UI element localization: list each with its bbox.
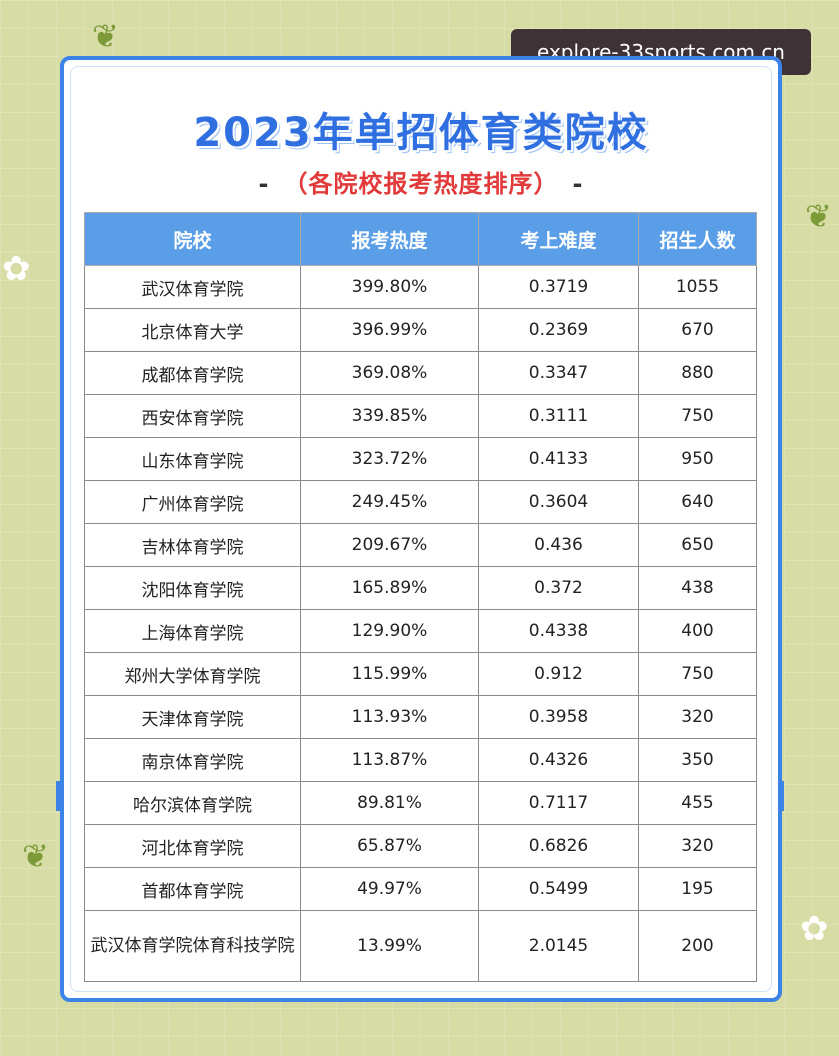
cell-difficulty: 0.6826 bbox=[478, 824, 639, 868]
cell-popularity: 323.72% bbox=[300, 437, 479, 481]
cell-enrollment: 200 bbox=[638, 910, 757, 982]
cell-enrollment: 195 bbox=[638, 867, 757, 911]
cell-school: 首都体育学院 bbox=[84, 867, 301, 911]
cell-difficulty: 0.4133 bbox=[478, 437, 639, 481]
content-card: 2023年单招体育类院校 - （各院校报考热度排序） - 院校 报考热度 考上难度 … bbox=[60, 56, 782, 1002]
cell-school: 西安体育学院 bbox=[84, 394, 301, 438]
cell-enrollment: 350 bbox=[638, 738, 757, 782]
table-row: 上海体育学院 129.90% 0.4338 400 bbox=[84, 609, 757, 653]
cell-popularity: 13.99% bbox=[300, 910, 479, 982]
cell-school: 北京体育大学 bbox=[84, 308, 301, 352]
cell-school: 上海体育学院 bbox=[84, 609, 301, 653]
table-row: 成都体育学院 369.08% 0.3347 880 bbox=[84, 351, 757, 395]
cell-difficulty: 2.0145 bbox=[478, 910, 639, 982]
cell-difficulty: 0.372 bbox=[478, 566, 639, 610]
cell-enrollment: 455 bbox=[638, 781, 757, 825]
header-popularity: 报考热度 bbox=[300, 212, 479, 266]
header-enrollment: 招生人数 bbox=[638, 212, 757, 266]
header-difficulty: 考上难度 bbox=[478, 212, 639, 266]
cell-difficulty: 0.436 bbox=[478, 523, 639, 567]
cell-school: 郑州大学体育学院 bbox=[84, 652, 301, 696]
flower-icon: ✿ bbox=[800, 909, 829, 949]
page-subtitle: - （各院校报考热度排序） - bbox=[64, 164, 778, 199]
cell-school: 山东体育学院 bbox=[84, 437, 301, 481]
cell-school: 河北体育学院 bbox=[84, 824, 301, 868]
table-row: 首都体育学院 49.97% 0.5499 195 bbox=[84, 867, 757, 911]
cell-school: 哈尔滨体育学院 bbox=[84, 781, 301, 825]
table-row: 郑州大学体育学院 115.99% 0.912 750 bbox=[84, 652, 757, 696]
cell-enrollment: 438 bbox=[638, 566, 757, 610]
cell-popularity: 249.45% bbox=[300, 480, 479, 524]
cell-school: 吉林体育学院 bbox=[84, 523, 301, 567]
table-row: 西安体育学院 339.85% 0.3111 750 bbox=[84, 394, 757, 438]
cell-school: 武汉体育学院体育科技学院 bbox=[84, 910, 301, 982]
cell-school: 南京体育学院 bbox=[84, 738, 301, 782]
cell-difficulty: 0.3719 bbox=[478, 265, 639, 309]
cell-popularity: 113.93% bbox=[300, 695, 479, 739]
cell-enrollment: 640 bbox=[638, 480, 757, 524]
cell-popularity: 339.85% bbox=[300, 394, 479, 438]
cell-enrollment: 320 bbox=[638, 695, 757, 739]
subtitle-dash: - bbox=[258, 170, 270, 198]
flower-icon: ✿ bbox=[2, 249, 31, 289]
subtitle-dash: - bbox=[572, 170, 584, 198]
table-row: 南京体育学院 113.87% 0.4326 350 bbox=[84, 738, 757, 782]
table-row: 武汉体育学院体育科技学院 13.99% 2.0145 200 bbox=[84, 910, 757, 982]
subtitle-text: （各院校报考热度排序） bbox=[283, 170, 559, 198]
cell-enrollment: 400 bbox=[638, 609, 757, 653]
cell-difficulty: 0.3347 bbox=[478, 351, 639, 395]
cell-popularity: 65.87% bbox=[300, 824, 479, 868]
table-row: 哈尔滨体育学院 89.81% 0.7117 455 bbox=[84, 781, 757, 825]
table-header-row: 院校 报考热度 考上难度 招生人数 bbox=[84, 212, 757, 266]
cell-popularity: 49.97% bbox=[300, 867, 479, 911]
cell-popularity: 129.90% bbox=[300, 609, 479, 653]
leaf-icon: ❦ bbox=[805, 197, 832, 235]
cell-difficulty: 0.7117 bbox=[478, 781, 639, 825]
table-row: 沈阳体育学院 165.89% 0.372 438 bbox=[84, 566, 757, 610]
table-row: 吉林体育学院 209.67% 0.436 650 bbox=[84, 523, 757, 567]
table-row: 山东体育学院 323.72% 0.4133 950 bbox=[84, 437, 757, 481]
cell-popularity: 399.80% bbox=[300, 265, 479, 309]
cell-school: 成都体育学院 bbox=[84, 351, 301, 395]
table-row: 广州体育学院 249.45% 0.3604 640 bbox=[84, 480, 757, 524]
cell-enrollment: 1055 bbox=[638, 265, 757, 309]
cell-difficulty: 0.4326 bbox=[478, 738, 639, 782]
cell-enrollment: 950 bbox=[638, 437, 757, 481]
cell-popularity: 165.89% bbox=[300, 566, 479, 610]
cell-difficulty: 0.2369 bbox=[478, 308, 639, 352]
cell-school: 天津体育学院 bbox=[84, 695, 301, 739]
cell-enrollment: 750 bbox=[638, 652, 757, 696]
cell-difficulty: 0.3604 bbox=[478, 480, 639, 524]
leaf-icon: ❦ bbox=[92, 17, 119, 55]
cell-enrollment: 320 bbox=[638, 824, 757, 868]
cell-popularity: 115.99% bbox=[300, 652, 479, 696]
cell-enrollment: 750 bbox=[638, 394, 757, 438]
cell-popularity: 89.81% bbox=[300, 781, 479, 825]
ranking-table: 院校 报考热度 考上难度 招生人数 武汉体育学院 399.80% 0.3719 105… bbox=[84, 212, 757, 982]
cell-popularity: 113.87% bbox=[300, 738, 479, 782]
page-title: 2023年单招体育类院校 bbox=[193, 110, 649, 156]
table-row: 武汉体育学院 399.80% 0.3719 1055 bbox=[84, 265, 757, 309]
cell-school: 广州体育学院 bbox=[84, 480, 301, 524]
cell-popularity: 209.67% bbox=[300, 523, 479, 567]
leaf-icon: ❦ bbox=[22, 837, 49, 875]
cell-difficulty: 0.3111 bbox=[478, 394, 639, 438]
cell-school: 沈阳体育学院 bbox=[84, 566, 301, 610]
table-row: 天津体育学院 113.93% 0.3958 320 bbox=[84, 695, 757, 739]
cell-enrollment: 650 bbox=[638, 523, 757, 567]
cell-enrollment: 880 bbox=[638, 351, 757, 395]
table-row: 北京体育大学 396.99% 0.2369 670 bbox=[84, 308, 757, 352]
cell-popularity: 369.08% bbox=[300, 351, 479, 395]
cell-difficulty: 0.5499 bbox=[478, 867, 639, 911]
header-school: 院校 bbox=[84, 212, 301, 266]
cell-school: 武汉体育学院 bbox=[84, 265, 301, 309]
table-row: 河北体育学院 65.87% 0.6826 320 bbox=[84, 824, 757, 868]
cell-difficulty: 0.3958 bbox=[478, 695, 639, 739]
cell-difficulty: 0.4338 bbox=[478, 609, 639, 653]
cell-enrollment: 670 bbox=[638, 308, 757, 352]
cell-popularity: 396.99% bbox=[300, 308, 479, 352]
cell-difficulty: 0.912 bbox=[478, 652, 639, 696]
